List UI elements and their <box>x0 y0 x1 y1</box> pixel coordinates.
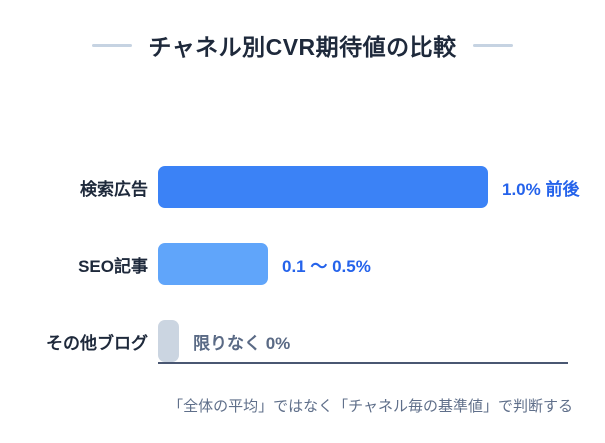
value-label: 1.0% 前後 <box>502 179 580 199</box>
bar-other-blogs <box>158 320 179 362</box>
page-title: チャネル別CVR期待値の比較 <box>148 34 457 60</box>
title-dash-right <box>472 43 513 47</box>
category-label: SEO記事 <box>78 256 148 276</box>
bar-row-other-blogs: その他ブログ 限りなく 0% <box>0 320 605 362</box>
bar-search-ads <box>158 166 488 208</box>
bar-row-search-ads: 検索広告 1.0% 前後 <box>0 166 605 208</box>
value-label: 0.1 ～ 0.5% <box>282 256 371 276</box>
category-label: その他ブログ <box>46 333 148 353</box>
footnote: 「全体の平均」ではなく「チャネル毎の基準値」で判断する <box>168 398 573 415</box>
bar-seo-articles <box>158 243 268 285</box>
value-label: 限りなく 0% <box>193 333 291 353</box>
title-dash-left <box>92 43 133 47</box>
chart-title-group: チャネル別CVR期待値の比較 <box>0 28 605 62</box>
axis-baseline <box>158 362 568 364</box>
bar-row-seo-articles: SEO記事 0.1 ～ 0.5% <box>0 243 605 285</box>
category-label: 検索広告 <box>80 179 148 199</box>
